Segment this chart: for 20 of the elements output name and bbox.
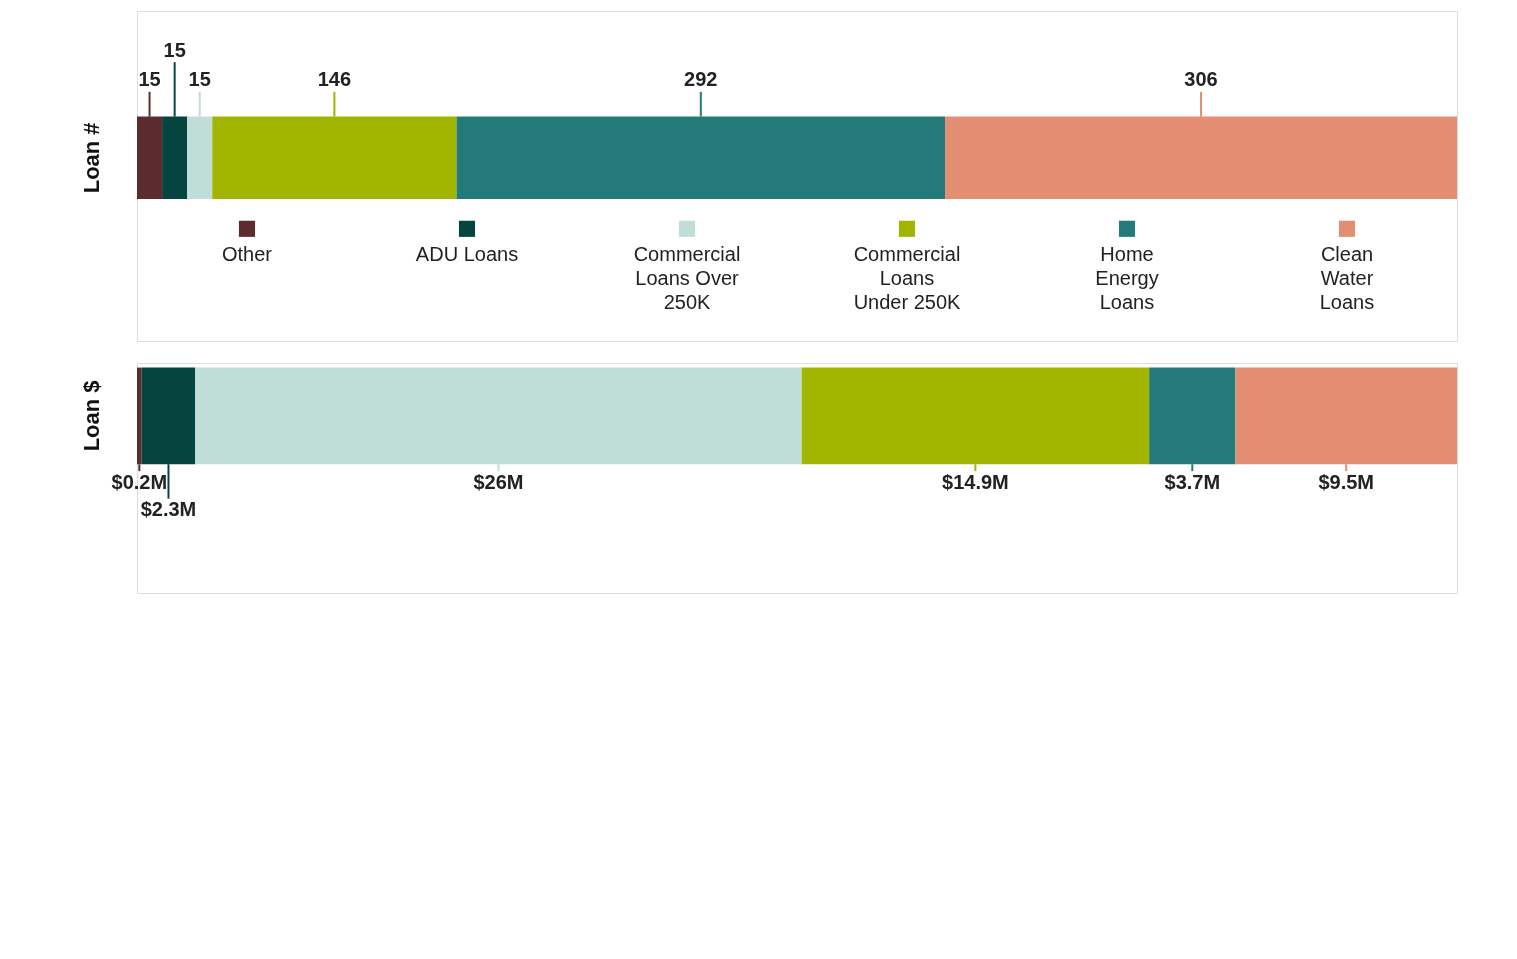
legend-label: Clean Water Loans <box>1319 243 1375 314</box>
data-label: 306 <box>1184 68 1218 91</box>
legend-label: Commercial Loans Under 250K <box>853 243 962 314</box>
legend-label: Commercial Loans Over 250K <box>633 243 741 314</box>
data-label: 15 <box>188 68 211 91</box>
data-label: 146 <box>317 68 352 91</box>
data-label: 15 <box>138 68 161 91</box>
data-label: $3.7M <box>1164 470 1221 493</box>
legend-label: Home Energy Loans <box>1095 243 1159 314</box>
data-label: $2.3M <box>140 498 197 521</box>
data-label: $0.2M <box>111 470 168 493</box>
data-label: 292 <box>684 68 718 91</box>
data-label: $14.9M <box>942 470 1009 493</box>
y-tick-label: Loan $ <box>79 380 104 452</box>
legend-label: ADU Loans <box>415 243 519 266</box>
data-label: 15 <box>163 38 186 61</box>
legend-label: Other <box>221 243 273 266</box>
y-tick-label: Loan # <box>79 122 104 194</box>
data-label: $26M <box>473 470 524 493</box>
data-label: $9.5M <box>1318 470 1375 493</box>
